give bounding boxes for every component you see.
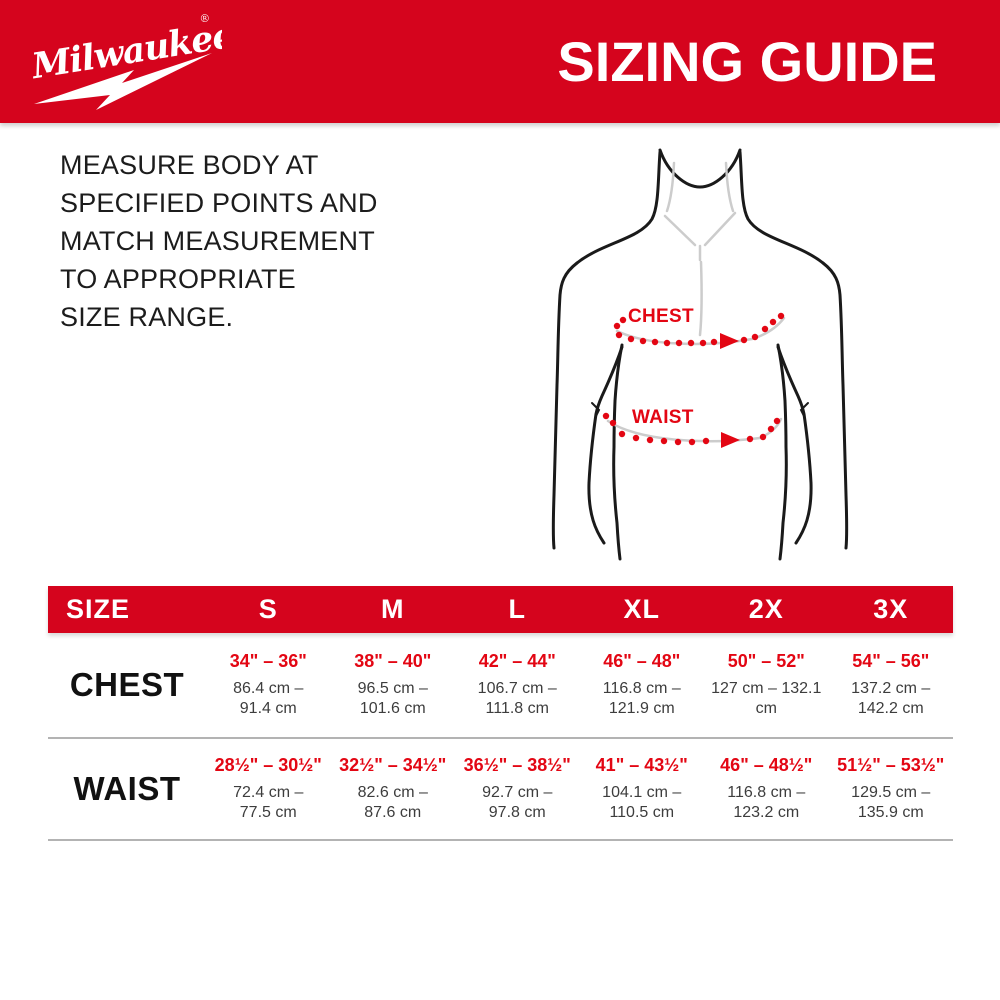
- cm-range: 96.5 cm –: [357, 680, 428, 697]
- chest-measure-label: CHEST: [628, 306, 694, 327]
- cm-range: 142.2 cm: [857, 700, 924, 717]
- cm-range: 116.8 cm –: [602, 680, 681, 697]
- cm-range: 127 cm – 132.1: [711, 680, 822, 697]
- intro-line: MATCH MEASUREMENT: [60, 226, 375, 256]
- waist-arrow-icon: [721, 432, 740, 448]
- inch-range: 42" – 44": [478, 651, 556, 671]
- cm-range: 91.4 cm: [239, 700, 297, 717]
- size-table: SIZE S M L XL 2X 3X CHEST 34" – 36" 86.4…: [48, 586, 953, 841]
- chest-dotted-line: [613, 312, 785, 349]
- cm-range: 135.9 cm: [857, 804, 924, 821]
- cm-range: 87.6 cm: [364, 804, 422, 821]
- table-row-chest: CHEST 34" – 36" 86.4 cm – 91.4 cm 38" – …: [48, 633, 953, 739]
- inch-range: 38" – 40": [354, 651, 432, 671]
- cm-range: cm: [755, 700, 777, 717]
- waist-dotted-line: [602, 412, 781, 448]
- header-cell-xl: XL: [623, 594, 660, 624]
- cell-chest-m: 38" – 40" 96.5 cm – 101.6 cm: [331, 649, 456, 721]
- table-header-row: SIZE S M L XL 2X 3X: [48, 586, 953, 633]
- cm-range: 106.7 cm –: [477, 680, 557, 697]
- cell-chest-l: 42" – 44" 106.7 cm – 111.8 cm: [455, 649, 580, 721]
- intro-text: MEASURE BODY AT SPECIFIED POINTS AND MAT…: [60, 146, 378, 336]
- cell-waist-2x: 46" – 48½" 116.8 cm – 123.2 cm: [704, 753, 829, 825]
- inch-range: 51½" – 53½": [837, 755, 945, 775]
- cm-range: 77.5 cm: [239, 804, 297, 821]
- cell-chest-2x: 50" – 52" 127 cm – 132.1 cm: [704, 649, 829, 721]
- cell-waist-3x: 51½" – 53½" 129.5 cm – 135.9 cm: [829, 753, 954, 825]
- intro-line: SPECIFIED POINTS AND: [60, 188, 378, 218]
- cm-range: 86.4 cm –: [233, 680, 304, 697]
- cell-chest-s: 34" – 36" 86.4 cm – 91.4 cm: [206, 649, 331, 721]
- intro-line: MEASURE BODY AT: [60, 150, 319, 180]
- cm-range: 82.6 cm –: [357, 784, 428, 801]
- brand-logo: Milwaukee ®: [28, 12, 222, 110]
- inch-range: 28½" – 30½": [214, 755, 322, 775]
- header-cell-2x: 2X: [748, 594, 784, 624]
- cell-waist-xl: 41" – 43½" 104.1 cm – 110.5 cm: [580, 753, 705, 825]
- header-banner: Milwaukee ® SIZING GUIDE: [0, 0, 1000, 123]
- inch-range: 36½" – 38½": [463, 755, 571, 775]
- page-title: SIZING GUIDE: [557, 30, 937, 93]
- cell-chest-3x: 54" – 56" 137.2 cm – 142.2 cm: [829, 649, 954, 721]
- cm-range: 97.8 cm: [488, 804, 546, 821]
- cm-range: 129.5 cm –: [851, 784, 931, 801]
- table-row-waist: WAIST 28½" – 30½" 72.4 cm – 77.5 cm 32½"…: [48, 739, 953, 841]
- intro-line: TO APPROPRIATE: [60, 264, 296, 294]
- cm-range: 72.4 cm –: [233, 784, 304, 801]
- cm-range: 137.2 cm –: [851, 680, 931, 697]
- cell-waist-l: 36½" – 38½" 92.7 cm – 97.8 cm: [455, 753, 580, 825]
- cm-range: 104.1 cm –: [602, 784, 682, 801]
- chest-arrow-icon: [720, 333, 739, 349]
- torso-illustration: CHEST WAIST: [551, 148, 849, 561]
- cm-range: 111.8 cm: [485, 700, 549, 717]
- header-cell-3x: 3X: [873, 594, 909, 624]
- cell-chest-xl: 46" – 48" 116.8 cm – 121.9 cm: [580, 649, 705, 721]
- header-cell-m: M: [381, 594, 405, 624]
- cell-waist-m: 32½" – 34½" 82.6 cm – 87.6 cm: [331, 753, 456, 825]
- registered-mark: ®: [200, 12, 210, 25]
- row-label-chest: CHEST: [69, 666, 185, 703]
- inch-range: 54" – 56": [852, 651, 930, 671]
- cm-range: 121.9 cm: [608, 700, 675, 717]
- inch-range: 46" – 48": [603, 651, 681, 671]
- header-cell-l: L: [508, 594, 526, 624]
- inch-range: 46" – 48½": [720, 755, 813, 775]
- cm-range: 92.7 cm –: [482, 784, 553, 801]
- inch-range: 41" – 43½": [595, 755, 688, 775]
- row-label-waist: WAIST: [73, 770, 181, 807]
- cm-range: 116.8 cm –: [727, 784, 806, 801]
- lightning-bolt-icon: [34, 53, 212, 110]
- waist-measure-label: WAIST: [632, 407, 694, 428]
- intro-line: SIZE RANGE.: [60, 302, 234, 332]
- inch-range: 34" – 36": [229, 651, 307, 671]
- cm-range: 110.5 cm: [609, 804, 675, 821]
- cm-range: 101.6 cm: [359, 700, 426, 717]
- body-outline: [551, 148, 849, 561]
- inch-range: 32½" – 34½": [339, 755, 447, 775]
- header-cell-size: SIZE: [66, 594, 131, 624]
- cell-waist-s: 28½" – 30½" 72.4 cm – 77.5 cm: [206, 753, 331, 825]
- cm-range: 123.2 cm: [733, 804, 800, 821]
- body-detail-lines: [606, 161, 786, 443]
- inch-range: 50" – 52": [727, 651, 805, 671]
- header-cell-s: S: [258, 594, 278, 624]
